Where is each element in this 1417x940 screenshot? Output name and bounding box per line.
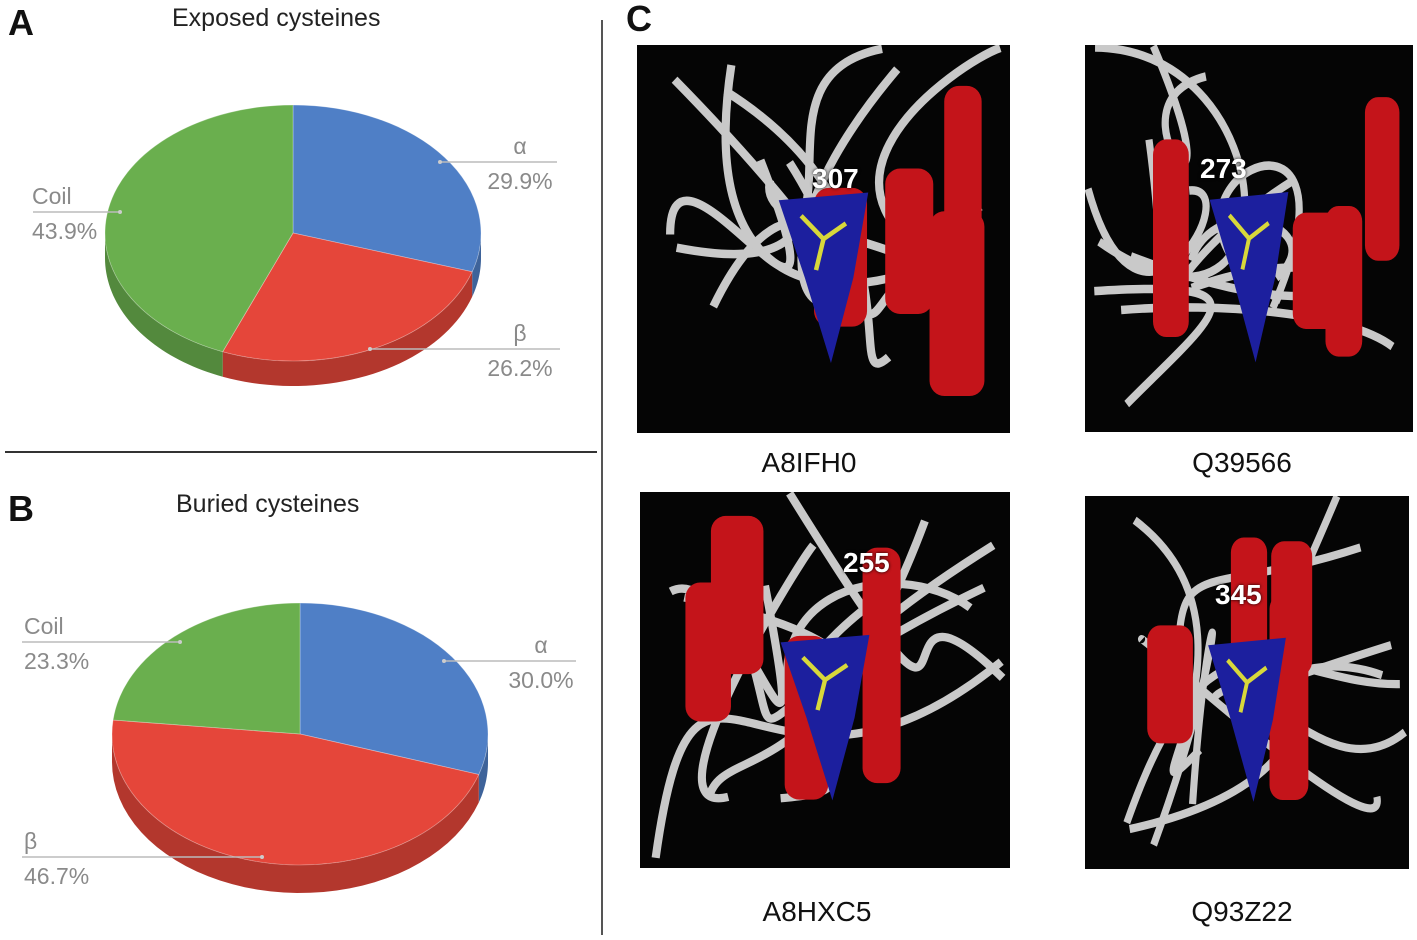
vertical-divider xyxy=(601,20,603,935)
structure-label: A8IFH0 xyxy=(761,447,857,478)
coil-ribbon xyxy=(651,658,1004,859)
residue-label: 273 xyxy=(1200,153,1247,184)
pie-chart-exposed: α 29.9% β 26.2% Coil 43.9% xyxy=(32,104,560,386)
leader-dot xyxy=(438,160,442,164)
panel-letter-a: A xyxy=(8,2,34,43)
coil-ribbon xyxy=(698,542,817,803)
leader-dot xyxy=(260,855,264,859)
cysteine-sidechain xyxy=(1227,213,1270,271)
panel-letter-b: B xyxy=(8,488,34,529)
pie-chart-buried: α 30.0% β 46.7% Coil 23.3% xyxy=(22,602,576,893)
residue-label: 307 xyxy=(812,163,859,194)
slice-category-label: α xyxy=(534,632,547,658)
structure-image-a8ifh0 xyxy=(637,45,1010,433)
pie-slice-alpha xyxy=(292,104,482,273)
coil-ribbon xyxy=(1094,284,1215,408)
helix-ribbon xyxy=(1153,139,1189,338)
helix-ribbon xyxy=(885,168,934,314)
cysteine-sidechain xyxy=(1226,658,1268,713)
pie-side-β xyxy=(112,734,479,893)
structure-label: Q39566 xyxy=(1192,447,1292,478)
pie-slice-coil xyxy=(104,104,294,353)
slice-category-label: α xyxy=(513,133,526,159)
coil-ribbon xyxy=(1150,628,1216,847)
slice-value-label: 26.2% xyxy=(487,355,552,381)
slice-category-label: Coil xyxy=(32,183,72,209)
panel-letter-c: C xyxy=(626,0,652,39)
residue-label: 345 xyxy=(1215,579,1262,610)
slice-value-label: 23.3% xyxy=(24,648,89,674)
slice-value-label: 43.9% xyxy=(32,218,97,244)
helix-ribbon xyxy=(929,211,985,397)
slice-category-label: Coil xyxy=(24,613,64,639)
chart-a-title: Exposed cysteines xyxy=(172,4,381,32)
structure-label: Q93Z22 xyxy=(1191,896,1293,927)
coil-ribbon xyxy=(675,45,883,259)
helix-ribbon xyxy=(685,582,731,722)
pie-side-Coil xyxy=(105,233,223,377)
structure-image-q39566 xyxy=(1085,45,1413,432)
leader-dot xyxy=(368,347,372,351)
slice-category-label: β xyxy=(24,828,37,854)
helix-ribbon xyxy=(1364,97,1400,261)
pie-side-α xyxy=(472,233,481,297)
slice-value-label: 46.7% xyxy=(24,863,89,889)
horizontal-divider xyxy=(5,451,597,453)
strand-ribbon xyxy=(778,192,869,364)
chart-b-title: Buried cysteines xyxy=(176,490,360,518)
slice-value-label: 30.0% xyxy=(508,667,573,693)
helix-ribbon xyxy=(1325,205,1363,357)
cysteine-sidechain xyxy=(801,655,849,711)
pie-side-α xyxy=(478,734,488,803)
structure-image-a8hxc5 xyxy=(640,492,1010,868)
strand-ribbon xyxy=(1208,637,1286,802)
slice-value-label: 29.9% xyxy=(487,168,552,194)
pie-slice-coil xyxy=(112,602,301,735)
leader-dot xyxy=(118,210,122,214)
helix-ribbon xyxy=(1147,625,1193,744)
slice-category-label: β xyxy=(513,320,526,346)
cysteine-sidechain xyxy=(799,214,848,271)
coil-ribbon xyxy=(786,492,1006,681)
strand-ribbon xyxy=(1209,192,1289,363)
residue-label: 255 xyxy=(843,547,890,578)
helix-ribbon xyxy=(862,547,901,784)
strand-ribbon xyxy=(780,634,870,801)
structure-image-q93z22 xyxy=(1085,496,1409,869)
structure-label: A8HXC5 xyxy=(762,896,872,927)
pie-side-β xyxy=(222,271,473,386)
leader-dot xyxy=(442,659,446,663)
pie-slice-alpha xyxy=(299,602,489,775)
pie-slice-beta xyxy=(111,719,480,866)
leader-dot xyxy=(178,640,182,644)
pie-charts: α 29.9% β 26.2% Coil 43.9% α 30.0% β 46.7% Coil 23… xyxy=(22,104,576,893)
